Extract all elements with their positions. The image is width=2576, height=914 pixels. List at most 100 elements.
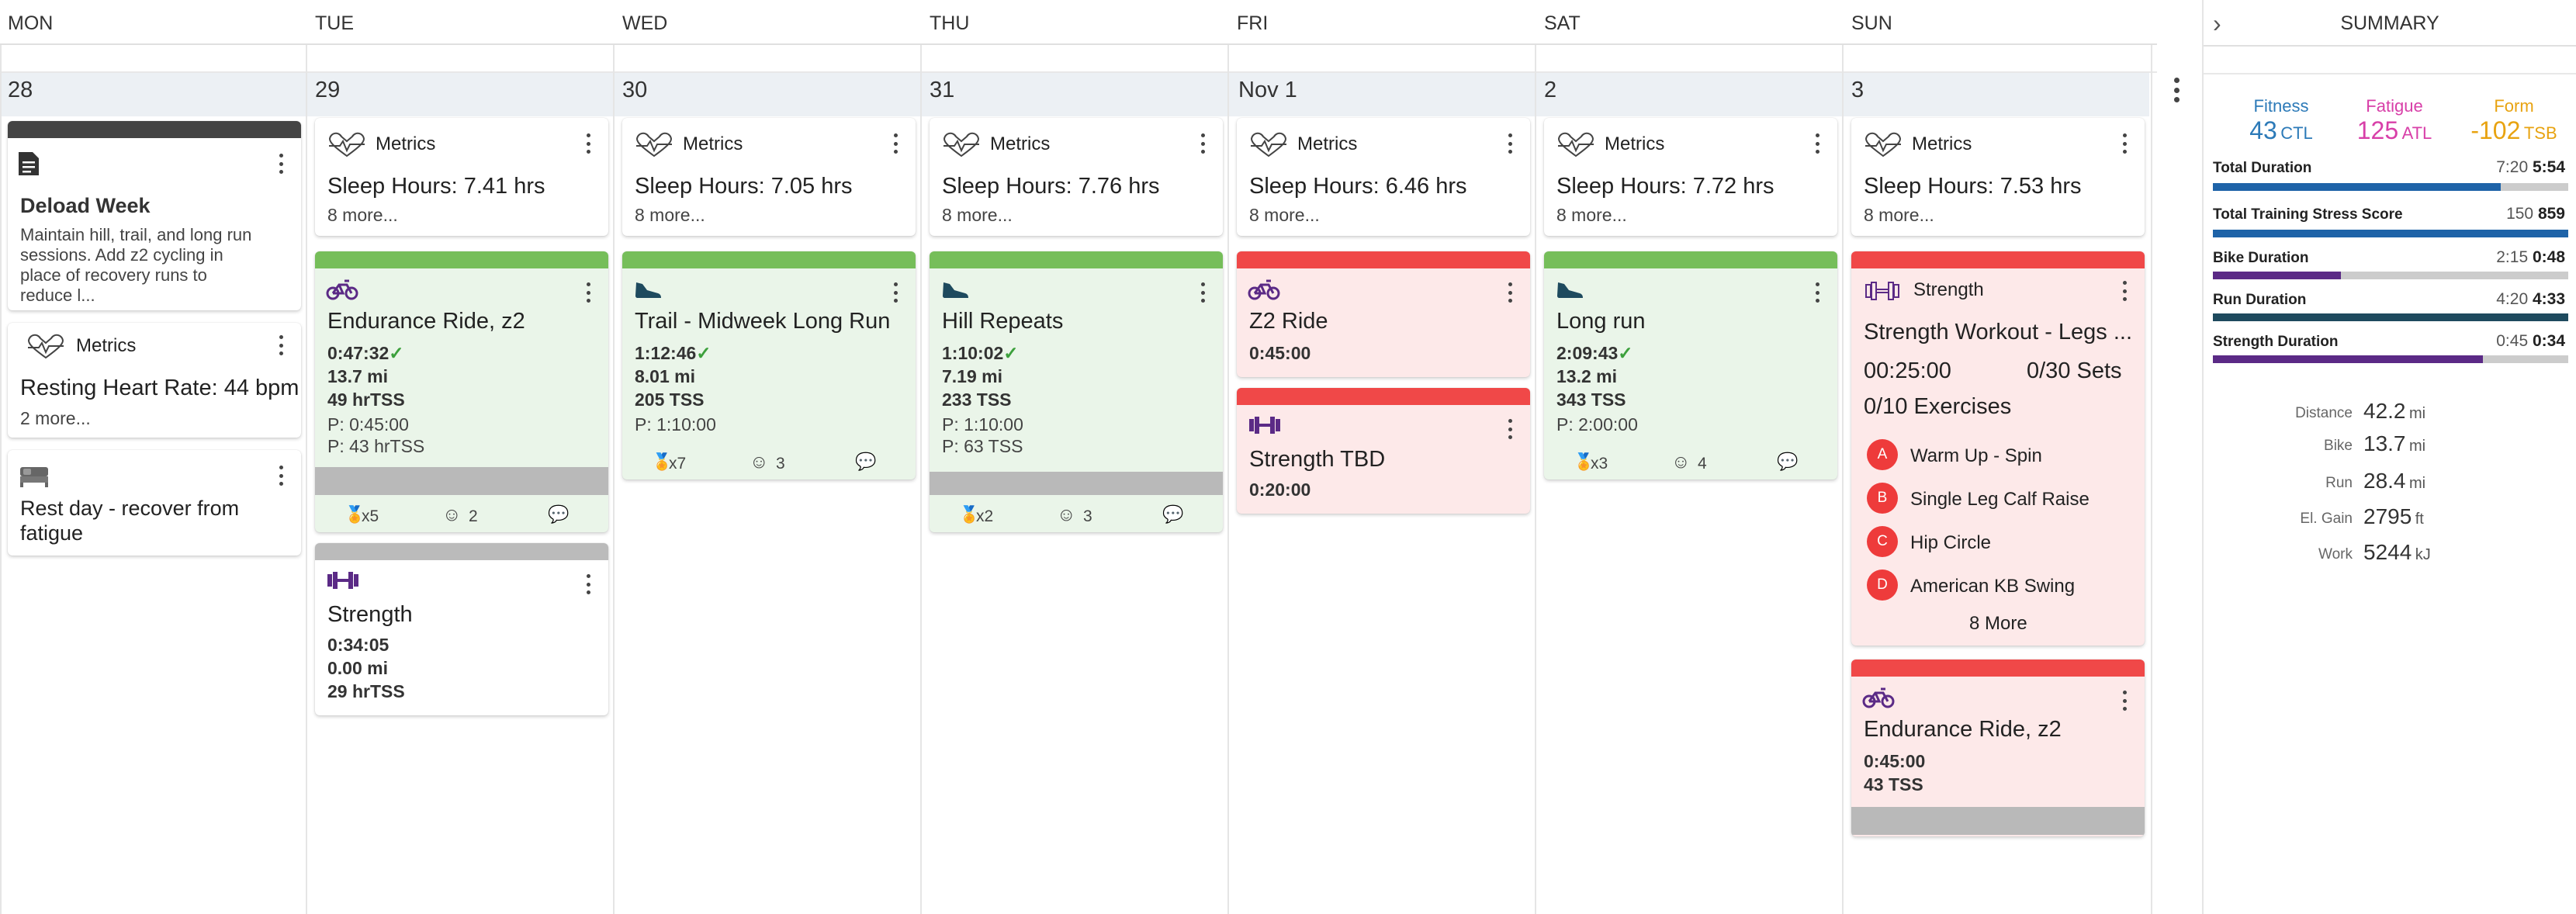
exercise-letter-badge: A bbox=[1867, 439, 1898, 470]
total-unit: ft bbox=[2415, 511, 2424, 528]
planned-duration: P: 2:00:00 bbox=[1556, 414, 1638, 434]
smile-icon[interactable]: ☺ bbox=[750, 452, 769, 473]
metrics-card[interactable]: Metrics Sleep Hours: 7.53 hrs 8 more... bbox=[1851, 118, 2145, 236]
card-menu-icon[interactable] bbox=[894, 282, 898, 303]
metrics-card[interactable]: Metrics Sleep Hours: 6.46 hrs 8 more... bbox=[1237, 118, 1530, 236]
comment-icon[interactable]: 💬 bbox=[1777, 452, 1799, 471]
workout-card[interactable]: Trail - Midweek Long Run 1:12:46✓ 8.01 m… bbox=[622, 251, 916, 480]
card-menu-icon[interactable] bbox=[1816, 282, 1820, 303]
workout-title: Strength bbox=[327, 602, 413, 627]
smile-icon[interactable]: ☺ bbox=[1057, 504, 1076, 525]
metrics-card[interactable]: Metrics Sleep Hours: 7.72 hrs 8 more... bbox=[1544, 118, 1837, 236]
workout-card[interactable]: Strength TBD 0:20:00 bbox=[1237, 388, 1530, 514]
compliance-bar bbox=[315, 251, 608, 268]
medal-icon: 🏅 bbox=[1574, 453, 1594, 471]
card-menu-icon[interactable] bbox=[279, 466, 284, 486]
total-label: Bike bbox=[2324, 438, 2353, 454]
dumbbell-icon bbox=[327, 572, 358, 589]
metrics-card[interactable]: Metrics Sleep Hours: 7.76 hrs 8 more... bbox=[930, 118, 1223, 236]
metrics-more-link[interactable]: 8 more... bbox=[1864, 205, 1934, 225]
card-menu-icon[interactable] bbox=[2123, 281, 2128, 301]
metrics-card[interactable]: Metrics Sleep Hours: 7.41 hrs 8 more... bbox=[315, 118, 608, 236]
summary-row-actual: 859 bbox=[2537, 205, 2565, 223]
comment-icon[interactable]: 💬 bbox=[548, 504, 570, 524]
summary-header-divider bbox=[2204, 45, 2576, 47]
medal-count: x2 bbox=[976, 507, 994, 525]
card-menu-icon[interactable] bbox=[1201, 133, 1206, 154]
workout-distance: 7.19 mi bbox=[942, 366, 1002, 386]
workout-card[interactable]: Strength 0:34:05 0.00 mi 29 hrTSS bbox=[315, 543, 608, 715]
workout-tss: 343 TSS bbox=[1556, 389, 1626, 410]
exercises-progress: 0/10 Exercises bbox=[1864, 394, 2012, 419]
metrics-more-link[interactable]: 8 more... bbox=[327, 205, 398, 225]
card-menu-icon[interactable] bbox=[2123, 691, 2128, 711]
workout-card[interactable]: Hill Repeats 1:10:02✓ 7.19 mi 233 TSS P:… bbox=[930, 251, 1223, 532]
card-menu-icon[interactable] bbox=[894, 133, 898, 154]
column-divider bbox=[2151, 45, 2152, 914]
bike-icon bbox=[1862, 687, 1895, 708]
card-menu-icon[interactable] bbox=[279, 335, 284, 355]
smile-icon[interactable]: ☺ bbox=[442, 504, 462, 525]
workout-title: Endurance Ride, z2 bbox=[1864, 717, 2062, 742]
card-menu-icon[interactable] bbox=[587, 574, 591, 594]
card-menu-icon[interactable] bbox=[1508, 282, 1513, 303]
week-menu-icon[interactable] bbox=[2174, 78, 2180, 102]
smile-icon[interactable]: ☺ bbox=[1671, 452, 1691, 473]
card-menu-icon[interactable] bbox=[587, 282, 591, 303]
card-menu-icon[interactable] bbox=[1508, 419, 1513, 439]
workout-footer: 🏅 x7 ☺ 3 💬 bbox=[622, 445, 916, 476]
workout-card[interactable]: Endurance Ride, z2 0:45:00 43 TSS bbox=[1851, 660, 2145, 836]
day-header-fri: FRI bbox=[1237, 12, 1269, 34]
note-title: Deload Week bbox=[20, 194, 151, 217]
run-shoe-icon bbox=[943, 282, 968, 298]
workout-title: Endurance Ride, z2 bbox=[327, 309, 525, 334]
bike-icon bbox=[1248, 279, 1280, 300]
metrics-label: Metrics bbox=[1297, 133, 1358, 154]
date-thu: 31 bbox=[930, 78, 955, 102]
metrics-card[interactable]: Metrics Sleep Hours: 7.05 hrs 8 more... bbox=[622, 118, 916, 236]
rest-day-text: Rest day - recover from bbox=[20, 497, 240, 520]
strength-workout-card[interactable]: Strength Strength Workout - Legs ... 00:… bbox=[1851, 251, 2145, 646]
day-header-mon: MON bbox=[8, 12, 54, 34]
compliance-bar bbox=[1237, 388, 1530, 405]
fatigue-value: 125 bbox=[2356, 116, 2399, 144]
total-unit: mi bbox=[2408, 438, 2426, 455]
collapse-chevron-icon[interactable]: › bbox=[2213, 9, 2221, 37]
total-value: 2795 bbox=[2363, 504, 2412, 528]
card-menu-icon[interactable] bbox=[1816, 133, 1820, 154]
workout-card[interactable]: Long run 2:09:43✓ 13.2 mi 343 TSS P: 2:0… bbox=[1544, 251, 1837, 480]
form-unit: TSB bbox=[2523, 123, 2557, 143]
card-menu-icon[interactable] bbox=[1508, 133, 1513, 154]
summary-bar-fill bbox=[2213, 272, 2341, 279]
card-menu-icon[interactable] bbox=[1201, 282, 1206, 303]
workout-card[interactable]: Endurance Ride, z2 0:47:32✓ 13.7 mi 49 h… bbox=[315, 251, 608, 532]
note-body-line: place of recovery runs to bbox=[20, 265, 207, 285]
metrics-more-link[interactable]: 8 more... bbox=[1556, 205, 1627, 225]
workout-title: Trail - Midweek Long Run bbox=[635, 309, 891, 334]
card-menu-icon[interactable] bbox=[587, 133, 591, 154]
metrics-more-link[interactable]: 8 more... bbox=[1249, 205, 1320, 225]
metrics-more-link[interactable]: 2 more... bbox=[20, 408, 91, 428]
workout-duration: 0:34:05 bbox=[327, 635, 390, 655]
comment-icon[interactable]: 💬 bbox=[1162, 504, 1184, 524]
card-menu-icon[interactable] bbox=[2123, 133, 2128, 154]
rest-day-card[interactable]: Rest day - recover from fatigue bbox=[8, 450, 301, 556]
workout-duration: 0:20:00 bbox=[1249, 480, 1311, 500]
column-divider bbox=[0, 45, 2, 914]
fitness-label: Fitness bbox=[2253, 96, 2309, 116]
metrics-card[interactable]: Metrics Resting Heart Rate: 44 bpm 2 mor… bbox=[8, 323, 301, 438]
workout-card[interactable]: Z2 Ride 0:45:00 bbox=[1237, 251, 1530, 377]
note-card[interactable]: Deload Week Maintain hill, trail, and lo… bbox=[8, 121, 301, 310]
total-unit: mi bbox=[2408, 475, 2426, 492]
exercise-name: American KB Swing bbox=[1910, 576, 2076, 597]
planned-duration: P: 1:10:00 bbox=[635, 414, 716, 434]
card-menu-icon[interactable] bbox=[279, 154, 284, 174]
metrics-more-link[interactable]: 8 more... bbox=[942, 205, 1013, 225]
metrics-more-link[interactable]: 8 more... bbox=[635, 205, 705, 225]
total-label: Run bbox=[2325, 475, 2353, 491]
more-exercises-link[interactable]: 8 More bbox=[1969, 613, 2027, 634]
medal-count: x7 bbox=[669, 455, 687, 473]
summary-row-actual: 0:48 bbox=[2532, 248, 2565, 266]
comment-icon[interactable]: 💬 bbox=[855, 452, 877, 471]
